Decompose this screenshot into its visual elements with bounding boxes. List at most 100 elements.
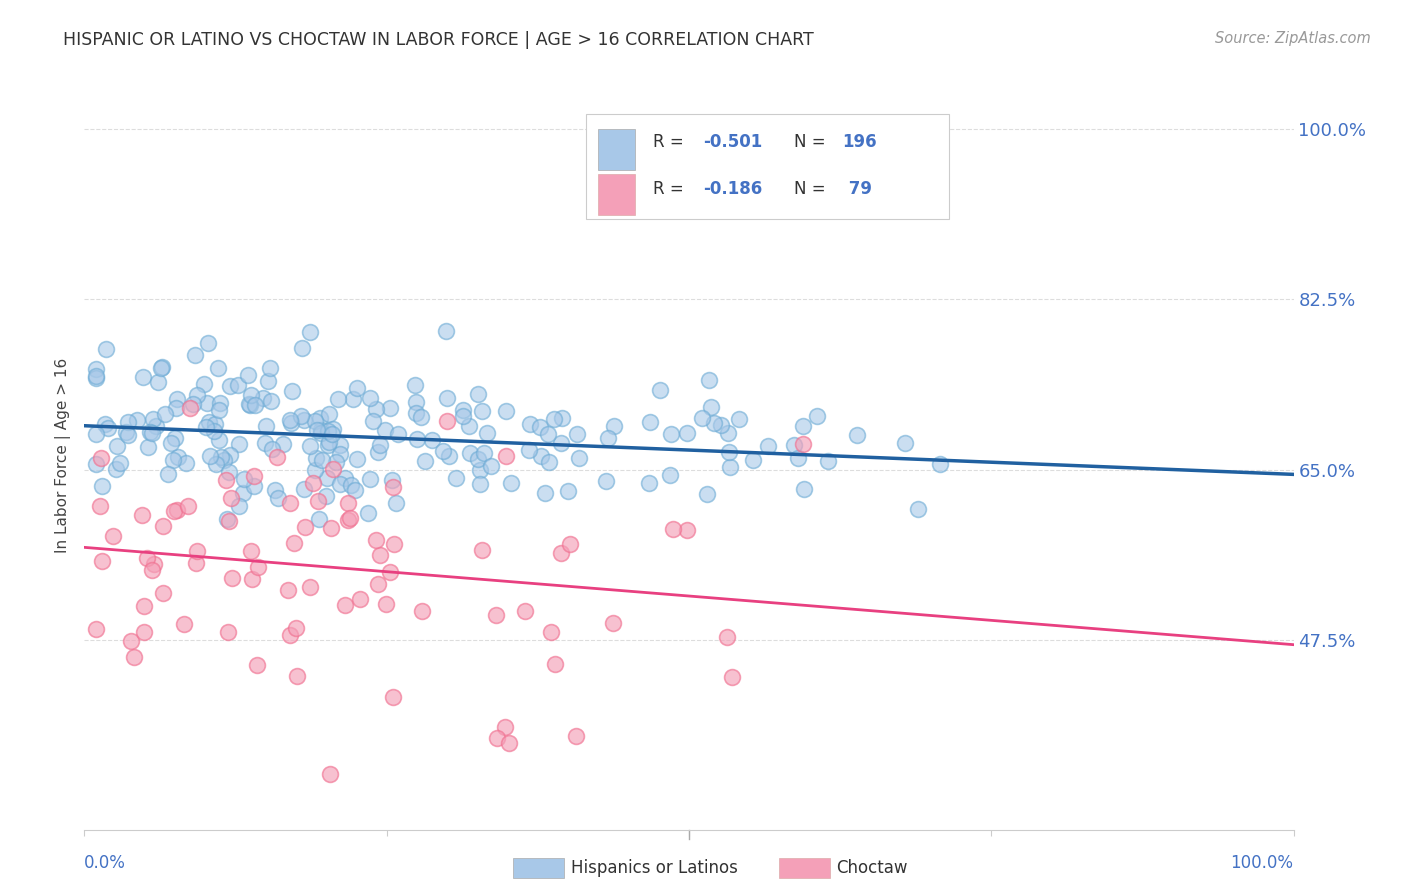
Point <box>291 341 314 355</box>
FancyBboxPatch shape <box>599 174 634 215</box>
Point <box>152 359 174 374</box>
Point <box>675 425 697 440</box>
Point <box>817 453 839 467</box>
Point <box>117 428 139 442</box>
Point <box>311 423 333 437</box>
Point <box>252 392 274 406</box>
Point <box>470 463 492 477</box>
Point <box>519 417 541 431</box>
Point <box>163 431 186 445</box>
Point <box>529 449 551 463</box>
Point <box>218 448 240 462</box>
Point <box>228 437 250 451</box>
Point <box>245 398 267 412</box>
Point <box>550 545 572 559</box>
Point <box>700 401 723 415</box>
Point <box>149 360 172 375</box>
Point <box>114 425 136 440</box>
Point <box>120 633 142 648</box>
Point <box>728 411 751 425</box>
Point <box>110 456 132 470</box>
Point <box>367 444 389 458</box>
Point <box>368 549 391 563</box>
Point <box>138 441 160 455</box>
Point <box>321 426 343 441</box>
Point <box>101 529 124 543</box>
Point <box>240 572 263 586</box>
Point <box>543 411 565 425</box>
Point <box>281 384 304 398</box>
Point <box>260 394 283 409</box>
Point <box>329 477 352 491</box>
Point <box>381 473 404 487</box>
Point <box>495 449 517 463</box>
Point <box>294 520 316 534</box>
Point <box>117 415 139 429</box>
Point <box>207 361 229 376</box>
Point <box>166 503 188 517</box>
Point <box>157 467 180 481</box>
Point <box>793 482 815 496</box>
Point <box>197 336 219 351</box>
Point <box>316 438 339 452</box>
Text: 100.0%: 100.0% <box>1230 854 1294 871</box>
Point <box>204 417 226 431</box>
Point <box>186 543 208 558</box>
Text: Hispanics or Latinos: Hispanics or Latinos <box>571 859 738 877</box>
Point <box>86 368 108 383</box>
Point <box>495 404 517 418</box>
Point <box>638 415 661 429</box>
Point <box>475 425 498 440</box>
Point <box>318 435 340 450</box>
Point <box>159 436 181 450</box>
Point <box>404 378 426 392</box>
Point <box>202 424 225 438</box>
Point <box>319 521 342 535</box>
Point <box>214 453 236 467</box>
Point <box>238 368 260 382</box>
Point <box>467 387 489 401</box>
Point <box>894 435 917 450</box>
Point <box>485 731 508 746</box>
Point <box>153 407 176 421</box>
Point <box>451 402 474 417</box>
Point <box>662 522 685 536</box>
Point <box>650 383 672 397</box>
Point <box>285 621 308 635</box>
Point <box>86 426 108 441</box>
Point <box>90 451 112 466</box>
Point <box>198 415 221 429</box>
Point <box>240 543 263 558</box>
Point <box>567 427 589 442</box>
Point <box>537 455 560 469</box>
Point <box>337 496 360 510</box>
Point <box>232 486 254 500</box>
Point <box>271 436 294 450</box>
Point <box>278 496 301 510</box>
Point <box>501 476 523 491</box>
Point <box>381 690 404 704</box>
Point <box>467 452 489 467</box>
Point <box>322 422 344 436</box>
Point <box>359 392 381 406</box>
Y-axis label: In Labor Force | Age > 16: In Labor Force | Age > 16 <box>55 358 72 552</box>
FancyBboxPatch shape <box>586 114 949 219</box>
Point <box>329 447 352 461</box>
Point <box>349 592 371 607</box>
Point <box>142 411 165 425</box>
Point <box>186 388 208 402</box>
Point <box>285 669 308 683</box>
Point <box>342 392 364 406</box>
Point <box>246 657 269 672</box>
Point <box>134 625 156 640</box>
Point <box>218 514 240 528</box>
Point <box>316 424 339 438</box>
Text: HISPANIC OR LATINO VS CHOCTAW IN LABOR FORCE | AGE > 16 CORRELATION CHART: HISPANIC OR LATINO VS CHOCTAW IN LABOR F… <box>63 31 814 49</box>
Point <box>444 471 467 485</box>
Point <box>97 421 120 435</box>
Point <box>432 443 454 458</box>
Point <box>152 519 174 533</box>
Point <box>326 392 349 406</box>
Point <box>307 494 329 508</box>
Point <box>163 503 186 517</box>
